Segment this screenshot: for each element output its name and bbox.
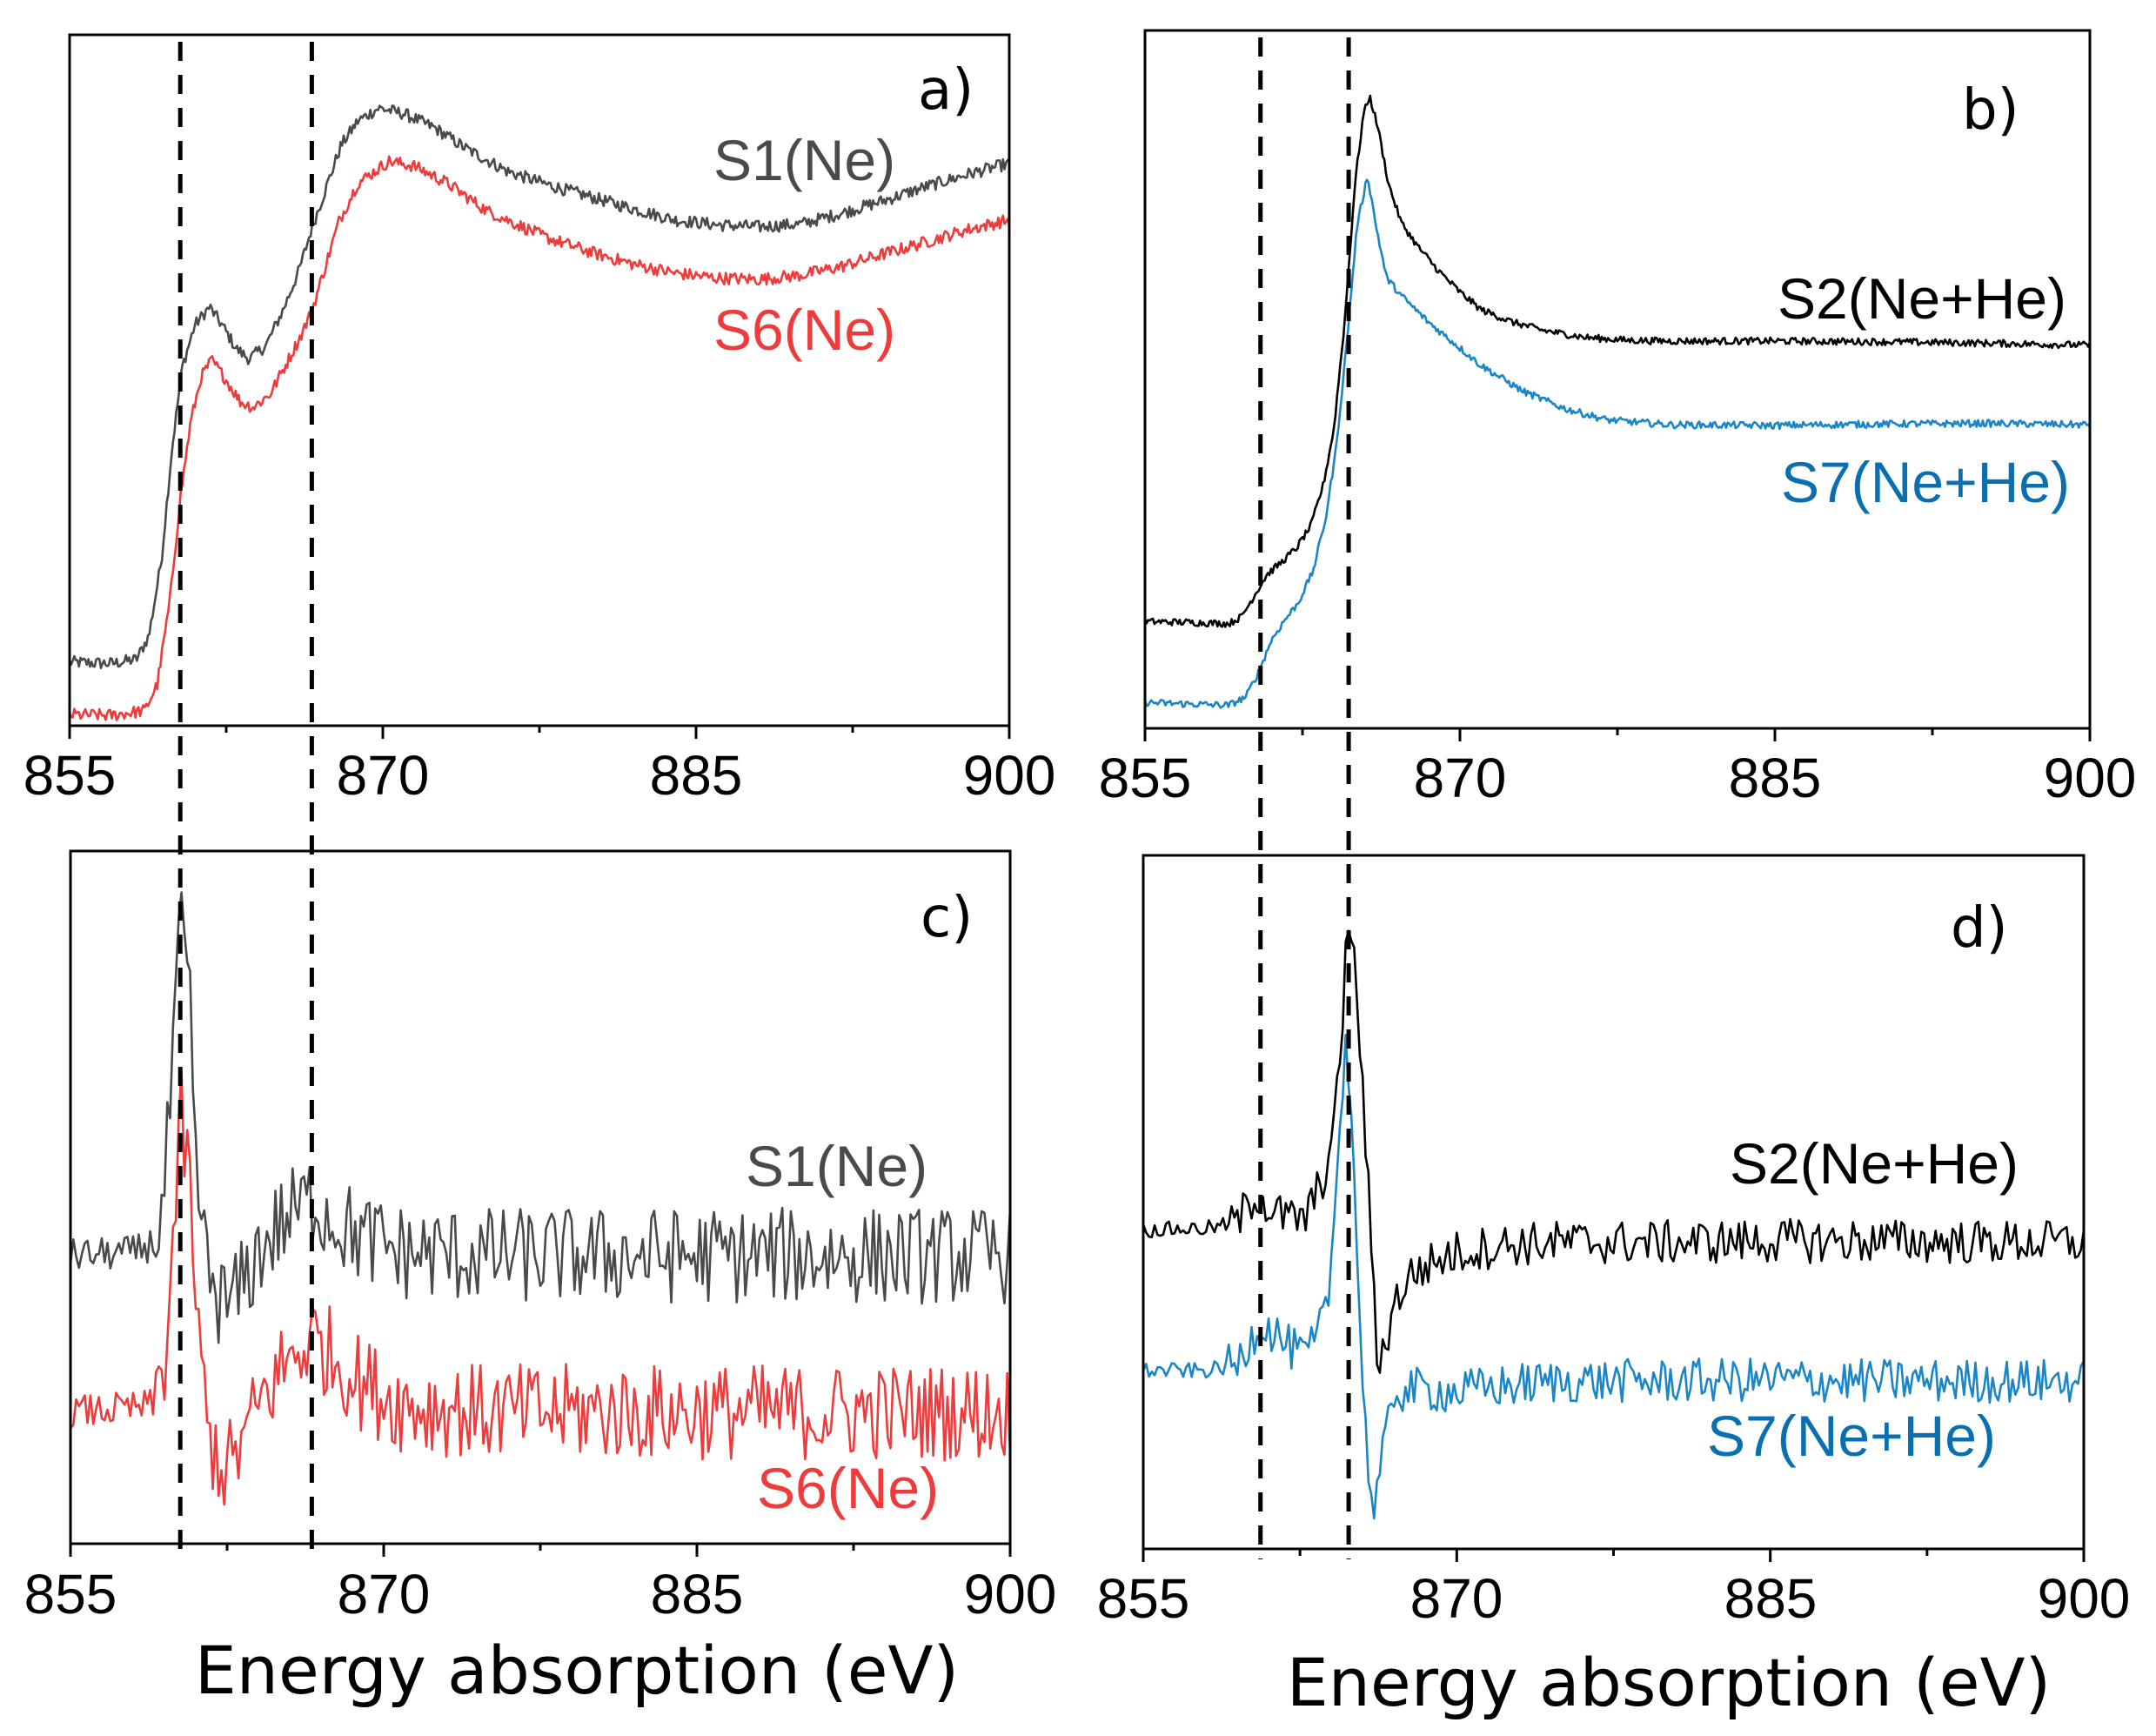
panel-b-label-s2: S2(Ne+He)	[1778, 266, 2066, 331]
series-line-s7-ne-he	[1142, 1034, 2086, 1520]
series-line-s6-ne	[69, 1069, 1012, 1506]
panel-b-xtick-label: 870	[1414, 747, 1507, 809]
panel-c: 855 870 885 900 c) S1(Ne) S6(Ne) Energy …	[24, 849, 1057, 1709]
panel-c-label-s1: S1(Ne)	[746, 1134, 927, 1198]
panel-d-label-s2: S2(Ne+He)	[1730, 1131, 2019, 1196]
panel-b-label-s7: S7(Ne+He)	[1781, 450, 2070, 514]
panel-b-x-ticks	[1143, 728, 2092, 741]
panel-c-letter: c)	[921, 886, 973, 950]
panel-c-xtick-label: 855	[24, 1563, 117, 1625]
panel-a: 855 870 885 900 a) S1(Ne) S6(Ne)	[23, 33, 1056, 807]
panel-c-xtick-label: 885	[651, 1563, 744, 1625]
series-line-s1-ne	[69, 891, 1012, 1344]
panel-d-label-s7: S7(Ne+He)	[1707, 1404, 1996, 1468]
panel-a-letter: a)	[918, 58, 974, 123]
panel-c-xtick-label: 870	[338, 1563, 431, 1625]
panel-b-axes-frame	[1143, 29, 2092, 730]
panel-d-xtick-label: 870	[1410, 1567, 1503, 1630]
panel-a-x-ticks	[68, 726, 1011, 739]
series-line-s1-ne	[68, 104, 1010, 669]
panel-a-xtick-label: 900	[963, 744, 1056, 807]
panel-c-x-ticks	[69, 1544, 1012, 1557]
panel-a-curves	[68, 104, 1011, 721]
panel-a-label-s6: S6(Ne)	[713, 298, 895, 362]
panel-c-label-s6: S6(Ne)	[757, 1456, 939, 1520]
panel-d-xtick-label: 900	[2038, 1567, 2131, 1630]
panel-d: 855 870 885 900 d) S2(Ne+He) S7(Ne+He) E…	[1097, 854, 2131, 1721]
panel-d-xtick-label: 885	[1724, 1567, 1818, 1630]
panel-c-x-axis-title: Energy absorption (eV)	[195, 1632, 959, 1709]
panel-b-xtick-label: 855	[1099, 747, 1192, 809]
series-line-s6-ne	[68, 155, 1011, 721]
panel-b-letter: b)	[1962, 78, 2019, 143]
series-line-s7-ne-he	[1143, 178, 2091, 709]
series-line-s2-ne-he	[1142, 929, 2086, 1374]
panel-d-curves	[1142, 929, 2086, 1520]
panel-b-xtick-label: 885	[1729, 747, 1822, 809]
panel-d-x-ticks	[1142, 1549, 2086, 1562]
panel-b-curves	[1143, 94, 2092, 709]
panel-c-xtick-label: 900	[964, 1563, 1057, 1625]
panel-c-curves	[69, 891, 1012, 1506]
panel-d-x-axis-title: Energy absorption (eV)	[1287, 1644, 2051, 1721]
panel-a-xtick-label: 870	[337, 744, 430, 807]
panel-b: 855 870 885 900 b) S2(Ne+He) S7(Ne+He)	[1099, 29, 2137, 809]
panel-b-xtick-label: 900	[2044, 747, 2137, 809]
panel-a-xtick-label: 885	[650, 744, 743, 807]
panel-d-xtick-label: 855	[1097, 1567, 1190, 1630]
panel-a-label-s1: S1(Ne)	[713, 128, 895, 192]
panel-d-letter: d)	[1951, 896, 2008, 961]
panel-a-xtick-label: 855	[23, 744, 117, 807]
series-line-s2-ne-he	[1143, 94, 2092, 628]
reference-lines	[177, 37, 1351, 1559]
